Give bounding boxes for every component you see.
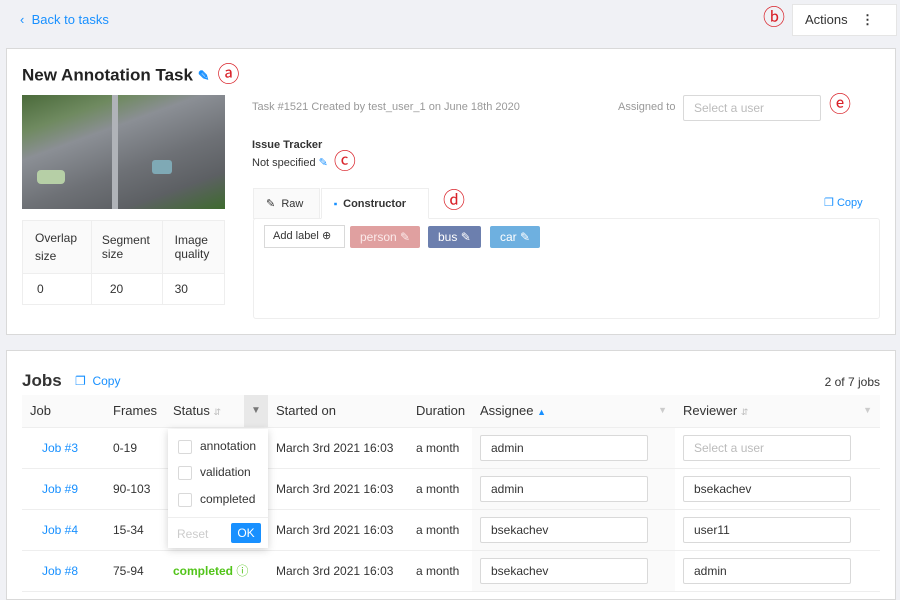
plus-circle-icon: ⊕ [321,230,332,242]
duration: a month [408,550,472,592]
sort-icon[interactable]: ▲ [537,407,547,418]
jobs-count: 2 of 7 jobs [824,375,880,389]
checkbox[interactable] [178,439,192,454]
segment-size-header: Segment size [91,220,163,274]
assignee-select[interactable]: admin [480,475,648,502]
job-link[interactable]: Job #4 [42,522,79,537]
filter-ok-button[interactable]: OK [231,523,261,543]
table-row: Job #4 15-34 March 3rd 2021 16:03 a mont… [22,509,880,551]
col-assignee[interactable]: Assignee ▲ ▼ [472,395,675,428]
frames: 15-34 [105,509,165,551]
status-text: completed [173,564,234,578]
started-on: March 3rd 2021 16:03 [268,468,408,510]
task-preview-image [22,95,225,209]
filter-option-validation[interactable]: validation [178,465,251,480]
marker-e: ⓔ [829,93,852,118]
col-job: Job [22,395,105,428]
add-label-button[interactable]: Add label ⊕ [264,225,345,248]
checkbox[interactable] [178,465,192,480]
started-on: March 3rd 2021 16:03 [268,550,408,592]
duration: a month [408,427,472,469]
issue-tracker-label: Issue Tracker [252,139,323,151]
label-bus[interactable]: bus ✎ [428,226,481,248]
filter-option-annotation[interactable]: annotation [178,439,256,454]
constructor-icon: ⬝ [334,198,338,210]
marker-a: ⓐ [217,63,240,88]
copy-labels-button[interactable]: ❐ Copy [824,197,863,209]
image-quality-value: 30 [162,273,225,305]
frames: 0-19 [105,427,165,469]
status-filter-dropdown: annotation validation completed Reset OK [168,429,268,548]
overlap-size-header: Overlap size [22,220,92,274]
task-meta: Task #1521 Created by test_user_1 on Jun… [252,101,520,113]
edit-icon: ✎ [400,230,411,244]
reviewer-select[interactable]: Select a user [683,434,851,461]
filter-icon[interactable]: ▼ [244,395,268,426]
col-frames: Frames [105,395,165,428]
filter-icon[interactable]: ▼ [863,405,872,415]
assigned-to-label: Assigned to [618,101,676,113]
status: completed ⓘ [165,550,268,592]
duration: a month [408,468,472,510]
marker-c: ⓒ [333,150,356,175]
reviewer-select[interactable]: admin [683,557,851,584]
actions-button[interactable]: Actions ⋮ [792,4,897,36]
help-icon[interactable]: ⓘ [236,564,249,578]
job-link[interactable]: Job #3 [42,440,79,455]
more-vertical-icon: ⋮ [861,12,874,27]
col-duration: Duration [408,395,472,428]
edit-icon: ✎ [266,198,276,210]
frames: 75-94 [105,550,165,592]
col-status[interactable]: Status ⇵ ▼ [165,395,268,428]
issue-tracker-value: Not specified ✎ ⓒ [252,150,356,175]
jobs-table: Job Frames Status ⇵ ▼ Started on Duration… [22,395,880,592]
sort-icon[interactable]: ⇵ [740,407,749,418]
task-title: New Annotation Task ✎ ⓐ [22,63,240,88]
copy-jobs-button[interactable]: ❐ Copy [75,374,121,388]
filter-icon[interactable]: ▼ [658,405,667,415]
table-row: Job #8 75-94 completed ⓘ March 3rd 2021 … [22,550,880,592]
filter-reset-button[interactable]: Reset [177,527,209,541]
label-car[interactable]: car ✎ [490,226,541,248]
table-row: Job #3 0-19 March 3rd 2021 16:03 a month… [22,427,880,469]
copy-icon: ❐ [824,197,834,209]
overlap-size-value: 0 [22,273,92,305]
labels-editor [253,218,880,319]
assignee-select[interactable]: bsekachev [480,557,648,584]
filter-option-completed[interactable]: completed [178,492,255,507]
col-started: Started on [268,395,408,428]
job-link[interactable]: Job #8 [42,563,79,578]
sort-icon[interactable]: ⇵ [213,407,222,418]
edit-icon: ✎ [460,230,471,244]
frames: 90-103 [105,468,165,510]
tab-raw[interactable]: ✎ Raw [253,188,320,219]
duration: a month [408,509,472,551]
assignee-select[interactable]: Select a user [683,95,821,121]
marker-b: ⓑ [763,6,786,31]
segment-size-value: 20 [91,273,163,305]
edit-icon: ✎ [520,230,531,244]
tab-constructor[interactable]: ⬝ Constructor [321,188,429,219]
assignee-select[interactable]: bsekachev [480,516,648,543]
marker-d: ⓓ [443,189,466,214]
started-on: March 3rd 2021 16:03 [268,427,408,469]
col-reviewer[interactable]: Reviewer ⇵ ▼ [675,395,880,428]
back-to-tasks-link[interactable]: ‹ Back to tasks [20,12,109,27]
image-quality-header: Image quality [174,233,210,261]
copy-icon: ❐ [75,374,86,388]
table-row: Job #9 90-103 March 3rd 2021 16:03 a mon… [22,468,880,510]
checkbox[interactable] [178,492,192,507]
reviewer-select[interactable]: user11 [683,516,851,543]
reviewer-select[interactable]: bsekachev [683,475,851,502]
label-person[interactable]: person ✎ [350,226,421,248]
chevron-left-icon: ‹ [20,12,25,27]
started-on: March 3rd 2021 16:03 [268,509,408,551]
edit-title-icon[interactable]: ✎ [197,67,210,84]
jobs-title: Jobs [22,371,62,390]
job-link[interactable]: Job #9 [42,481,79,496]
assignee-select[interactable]: admin [480,434,648,461]
edit-issue-tracker-icon[interactable]: ✎ [318,156,328,169]
